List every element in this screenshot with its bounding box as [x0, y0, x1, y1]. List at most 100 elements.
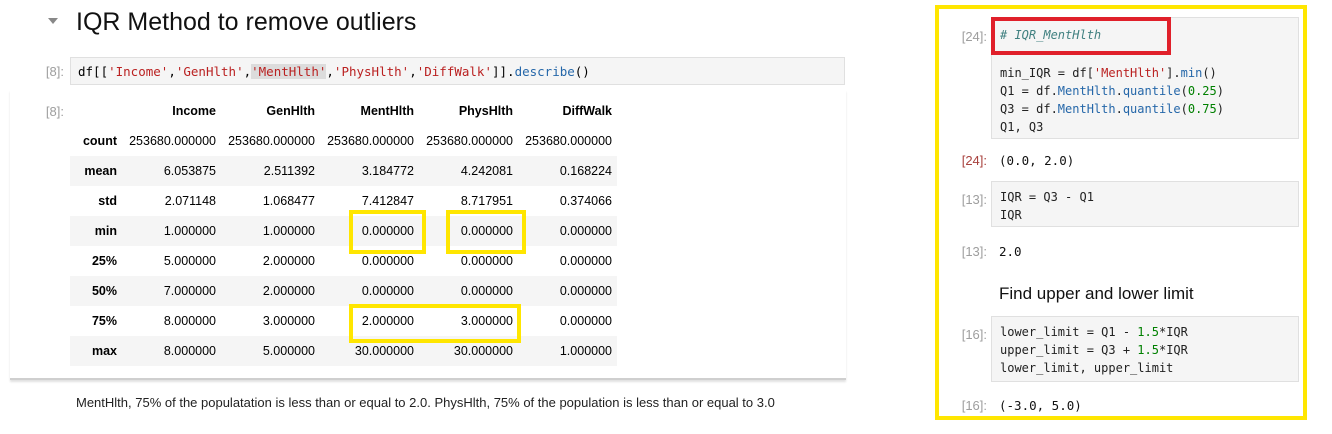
table-cell: 8.000000: [163, 344, 216, 358]
table-row: mean 6.053875 2.511392 3.184772 4.242081 0.16…: [70, 156, 617, 186]
table-cell: 8.717951: [460, 194, 513, 208]
code-comment: # IQR_MentHlth: [1000, 28, 1102, 42]
code-number: 1.5: [1137, 343, 1159, 357]
code-number: 1.5: [1137, 325, 1159, 339]
code-token: ].: [1166, 66, 1181, 80]
code-token: (): [1202, 66, 1217, 80]
code-cell-describe[interactable]: df[['Income','GenHlth','MentHlth','PhysH…: [70, 57, 845, 85]
output-prompt: [16]:: [961, 398, 987, 413]
output-prompt: [13]:: [961, 244, 987, 259]
table-cell: 0.000000: [559, 224, 612, 238]
code-cell-limits[interactable]: lower_limit = Q1 - 1.5*IQR upper_limit =…: [991, 316, 1299, 382]
code-cell-quantiles[interactable]: # IQR_MentHlth min_IQR = df['MentHlth'].…: [991, 17, 1299, 139]
column-header: GenHlth: [266, 104, 315, 118]
code-string: 'GenHlth': [175, 64, 244, 79]
table-cell: 2.000000: [262, 254, 315, 268]
code-line: Q1, Q3: [1000, 120, 1044, 134]
column-header: DiffWalk: [562, 104, 612, 118]
table-row: 50% 7.000000 2.000000 0.000000 0.000000 0.000…: [70, 276, 617, 306]
table-cell: 2.511392: [263, 164, 315, 178]
table-row: 25% 5.000000 2.000000 0.000000 0.000000 0.000…: [70, 246, 617, 276]
code-token: Q1 = df.: [1000, 84, 1058, 98]
describe-table: Income GenHlth MentHlth PhysHlth DiffWal…: [70, 96, 617, 366]
column-header: MentHlth: [360, 104, 414, 118]
table-row: 75% 8.000000 3.000000 2.000000 3.000000 0.000…: [70, 306, 617, 336]
table-cell: 253680.000000: [228, 134, 315, 148]
table-cell: 3.184772: [361, 164, 414, 178]
column-header: Income: [172, 104, 216, 118]
table-cell: 2.000000: [262, 284, 315, 298]
table-cell: 1.000000: [559, 344, 612, 358]
row-label: 25%: [91, 254, 117, 268]
table-cell: 1.000000: [163, 224, 216, 238]
table-corner: [70, 96, 122, 126]
table-cell: 0.000000: [460, 254, 513, 268]
cell-output: 2.0: [999, 244, 1022, 259]
code-method: describe: [514, 64, 575, 79]
table-cell: 3.000000: [460, 314, 513, 328]
markdown-note: MentHlth, 75% of the populatation is les…: [76, 395, 775, 410]
code-token: ]].: [491, 64, 515, 79]
code-token: ,: [326, 64, 334, 79]
cell-output: (0.0, 2.0): [999, 153, 1075, 168]
code-token: upper_limit = Q3 +: [1000, 343, 1138, 357]
table-cell: 0.000000: [559, 314, 612, 328]
left-notebook-panel: IQR Method to remove outliers [8]: df[['…: [10, 8, 846, 410]
output-prompt: [8]:: [45, 104, 64, 119]
code-method: min: [1180, 66, 1203, 80]
code-number: 0.75: [1187, 102, 1217, 116]
highlight-box-menthlth-min: [349, 210, 426, 254]
table-cell: 1.068477: [262, 194, 315, 208]
input-prompt: [13]:: [961, 192, 987, 207]
table-cell: 253680.000000: [426, 134, 513, 148]
code-line: lower_limit, upper_limit: [1000, 361, 1174, 375]
input-prompt: [24]:: [961, 29, 987, 44]
table-row: max 8.000000 5.000000 30.000000 30.000000 1.0…: [70, 336, 617, 366]
code-string: 'MentHlth': [1093, 66, 1167, 80]
row-label: count: [82, 134, 117, 148]
row-label: min: [94, 224, 117, 238]
table-cell: 30.000000: [354, 344, 414, 358]
input-prompt: [16]:: [961, 327, 987, 342]
code-line: lower_limit = Q1 - 1.5*IQR: [1000, 325, 1188, 339]
table-cell: 0.000000: [361, 254, 414, 268]
table-cell: 0.374066: [559, 194, 612, 208]
markdown-heading: Find upper and lower limit: [999, 284, 1194, 303]
row-label: 50%: [91, 284, 117, 298]
code-string: 'Income': [108, 64, 169, 79]
table-cell: 253680.000000: [525, 134, 612, 148]
collapse-caret-icon[interactable]: [48, 18, 58, 24]
code-line: min_IQR = df['MentHlth'].min(): [1000, 66, 1217, 80]
code-token: (): [574, 64, 590, 79]
table-cell: 0.000000: [460, 284, 513, 298]
code-cell-iqr[interactable]: IQR = Q3 - Q1 IQR: [991, 181, 1299, 227]
table-cell: 0.168224: [559, 164, 612, 178]
code-attribute: MentHlth: [1057, 102, 1116, 116]
code-token: min_IQR = df[: [1000, 66, 1094, 80]
table-cell: 253680.000000: [129, 134, 216, 148]
code-token: ,: [168, 64, 176, 79]
input-prompt: [8]:: [45, 64, 64, 79]
table-cell: 253680.000000: [327, 134, 414, 148]
cell-output: (-3.0, 5.0): [999, 398, 1082, 413]
code-token: Q3 = df.: [1000, 102, 1058, 116]
code-string-highlighted: 'MentHlth': [251, 64, 327, 79]
code-number: 0.25: [1187, 84, 1217, 98]
code-line: Q1 = df.MentHlth.quantile(0.25): [1000, 84, 1224, 98]
table-cell: 5.000000: [262, 344, 315, 358]
table-cell: 7.000000: [163, 284, 216, 298]
code-line: df[['Income','GenHlth','MentHlth','PhysH…: [78, 64, 590, 79]
table-cell: 0.000000: [361, 224, 414, 238]
code-token: (: [1180, 84, 1188, 98]
row-label: mean: [84, 164, 117, 178]
code-line: Q3 = df.MentHlth.quantile(0.75): [1000, 102, 1224, 116]
code-string: 'DiffWalk': [416, 64, 492, 79]
code-token: ): [1216, 84, 1224, 98]
code-method: quantile: [1122, 84, 1181, 98]
code-token: (: [1180, 102, 1188, 116]
section-heading: IQR Method to remove outliers: [76, 8, 417, 36]
table-cell: 0.000000: [460, 224, 513, 238]
highlight-box-comment: [991, 17, 1171, 55]
table-cell: 3.000000: [262, 314, 315, 328]
table-cell: 7.412847: [361, 194, 414, 208]
